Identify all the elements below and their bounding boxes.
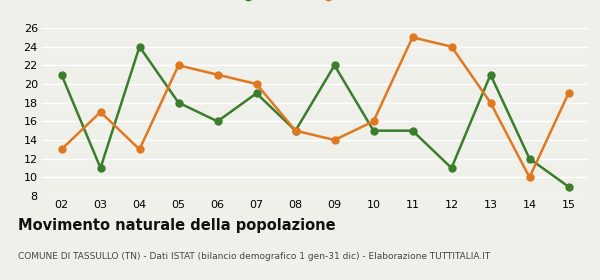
Decessi — [487, 101, 494, 104]
Decessi — [565, 92, 572, 95]
Nascite — [331, 64, 338, 67]
Line: Nascite: Nascite — [58, 43, 572, 190]
Decessi — [448, 45, 455, 48]
Decessi — [292, 129, 299, 132]
Decessi — [331, 138, 338, 142]
Nascite — [292, 129, 299, 132]
Legend: Nascite, Decessi: Nascite, Decessi — [238, 0, 392, 8]
Line: Decessi: Decessi — [58, 34, 572, 181]
Text: Movimento naturale della popolazione: Movimento naturale della popolazione — [18, 218, 335, 234]
Nascite — [370, 129, 377, 132]
Nascite — [526, 157, 533, 160]
Nascite — [253, 92, 260, 95]
Nascite — [487, 73, 494, 76]
Decessi — [58, 148, 65, 151]
Decessi — [526, 176, 533, 179]
Decessi — [214, 73, 221, 76]
Nascite — [214, 120, 221, 123]
Nascite — [136, 45, 143, 48]
Nascite — [58, 73, 65, 76]
Nascite — [97, 166, 104, 170]
Nascite — [565, 185, 572, 188]
Decessi — [253, 82, 260, 86]
Decessi — [175, 64, 182, 67]
Decessi — [136, 148, 143, 151]
Text: COMUNE DI TASSULLO (TN) - Dati ISTAT (bilancio demografico 1 gen-31 dic) - Elabo: COMUNE DI TASSULLO (TN) - Dati ISTAT (bi… — [18, 252, 490, 261]
Nascite — [409, 129, 416, 132]
Decessi — [97, 110, 104, 114]
Nascite — [175, 101, 182, 104]
Nascite — [448, 166, 455, 170]
Decessi — [409, 36, 416, 39]
Decessi — [370, 120, 377, 123]
